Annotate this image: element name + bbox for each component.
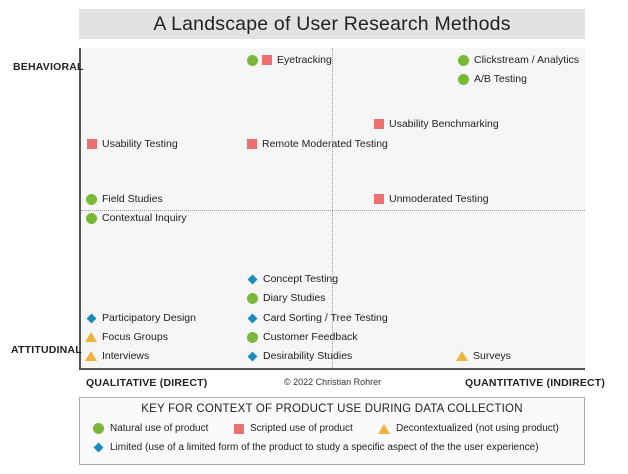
vertical-divider — [332, 48, 333, 368]
method-participatory-design: Participatory Design — [86, 311, 196, 325]
legend-item-decontextualized: Decontextualized (not using product) — [378, 423, 559, 434]
method-usability-benchmarking: Usability Benchmarking — [374, 117, 499, 131]
method-label: Usability Benchmarking — [389, 118, 499, 130]
method-card-sorting-tree-testing: Card Sorting / Tree Testing — [247, 311, 388, 325]
method-customer-feedback: Customer Feedback — [247, 330, 358, 344]
decontextualized-triangle-icon — [85, 351, 97, 361]
page-title: A Landscape of User Research Methods — [153, 12, 511, 35]
natural-use-circle-icon — [458, 73, 469, 85]
method-label: Participatory Design — [102, 312, 196, 324]
natural-use-circle-icon — [247, 292, 258, 304]
scripted-use-square-icon — [87, 139, 97, 149]
natural-use-circle-icon — [86, 212, 97, 224]
method-label: Surveys — [473, 350, 511, 362]
method-desirability-studies: Desirability Studies — [247, 349, 352, 363]
decontextualized-triangle-icon — [85, 332, 97, 342]
scripted-use-square-icon — [262, 55, 272, 65]
natural-use-circle-icon — [93, 423, 104, 434]
method-clickstream-analytics: Clickstream / Analytics — [458, 53, 579, 67]
legend-title: KEY FOR CONTEXT OF PRODUCT USE DURING DA… — [141, 403, 523, 415]
method-field-studies: Field Studies — [86, 192, 163, 206]
method-label: Contextual Inquiry — [102, 212, 187, 224]
legend-item-scripted: Scripted use of product — [234, 423, 353, 434]
method-label: Clickstream / Analytics — [474, 54, 580, 66]
credit: © 2022 Christian Rohrer — [284, 377, 382, 387]
method-eyetracking: Eyetracking — [247, 53, 332, 67]
method-label: Usability Testing — [102, 138, 178, 150]
method-unmoderated-testing: Unmoderated Testing — [374, 192, 489, 206]
method-label: Desirability Studies — [263, 350, 353, 362]
axis-label-attitudinal: ATTITUDINAL — [11, 344, 82, 356]
decontextualized-triangle-icon — [456, 351, 468, 361]
method-label: Remote Moderated Testing — [262, 138, 388, 150]
method-label: Card Sorting / Tree Testing — [263, 312, 388, 324]
method-label: Field Studies — [102, 193, 163, 205]
method-label: Unmoderated Testing — [389, 193, 489, 205]
natural-use-circle-icon — [247, 54, 258, 66]
method-contextual-inquiry: Contextual Inquiry — [86, 211, 187, 225]
scripted-use-square-icon — [247, 139, 257, 149]
method-usability-testing: Usability Testing — [87, 137, 178, 151]
legend-label: Natural use of product — [110, 423, 209, 434]
axis-label-behavioral: BEHAVIORAL — [13, 61, 84, 73]
scripted-use-square-icon — [374, 194, 384, 204]
method-label: Interviews — [102, 350, 150, 362]
method-label: Customer Feedback — [263, 331, 358, 343]
title-bar: A Landscape of User Research Methods — [79, 9, 585, 39]
method-label: A/B Testing — [474, 73, 527, 85]
natural-use-circle-icon — [86, 193, 97, 205]
limited-use-diamond-icon — [93, 442, 104, 453]
method-label: Concept Testing — [263, 273, 339, 285]
method-surveys: Surveys — [456, 349, 511, 363]
decontextualized-triangle-icon — [378, 423, 390, 434]
limited-use-diamond-icon — [86, 313, 97, 324]
limited-use-diamond-icon — [247, 313, 258, 324]
scripted-use-square-icon — [234, 423, 244, 434]
natural-use-circle-icon — [247, 331, 258, 343]
method-diary-studies: Diary Studies — [247, 291, 325, 305]
axis-label-quantitative: QUANTITATIVE (INDIRECT) — [465, 377, 606, 389]
axis-label-qualitative: QUALITATIVE (DIRECT) — [86, 377, 208, 389]
scripted-use-square-icon — [374, 119, 384, 129]
legend-key: KEY FOR CONTEXT OF PRODUCT USE DURING DA… — [79, 397, 585, 465]
legend-label: Limited (use of a limited form of the pr… — [110, 442, 539, 453]
method-focus-groups: Focus Groups — [85, 330, 168, 344]
method-label: Eyetracking — [277, 54, 332, 66]
method-remote-moderated-testing: Remote Moderated Testing — [247, 137, 388, 151]
method-label: Focus Groups — [102, 331, 168, 343]
limited-use-diamond-icon — [247, 351, 258, 362]
method-label: Diary Studies — [263, 292, 326, 304]
legend-label: Scripted use of product — [250, 423, 353, 434]
method-ab-testing: A/B Testing — [458, 72, 527, 86]
method-concept-testing: Concept Testing — [247, 272, 338, 286]
horizontal-divider — [81, 210, 585, 211]
legend-label: Decontextualized (not using product) — [396, 423, 559, 434]
legend-item-natural: Natural use of product — [93, 423, 208, 434]
natural-use-circle-icon — [458, 54, 469, 66]
method-interviews: Interviews — [85, 349, 149, 363]
limited-use-diamond-icon — [247, 274, 258, 285]
legend-item-limited: Limited (use of a limited form of the pr… — [93, 442, 539, 453]
